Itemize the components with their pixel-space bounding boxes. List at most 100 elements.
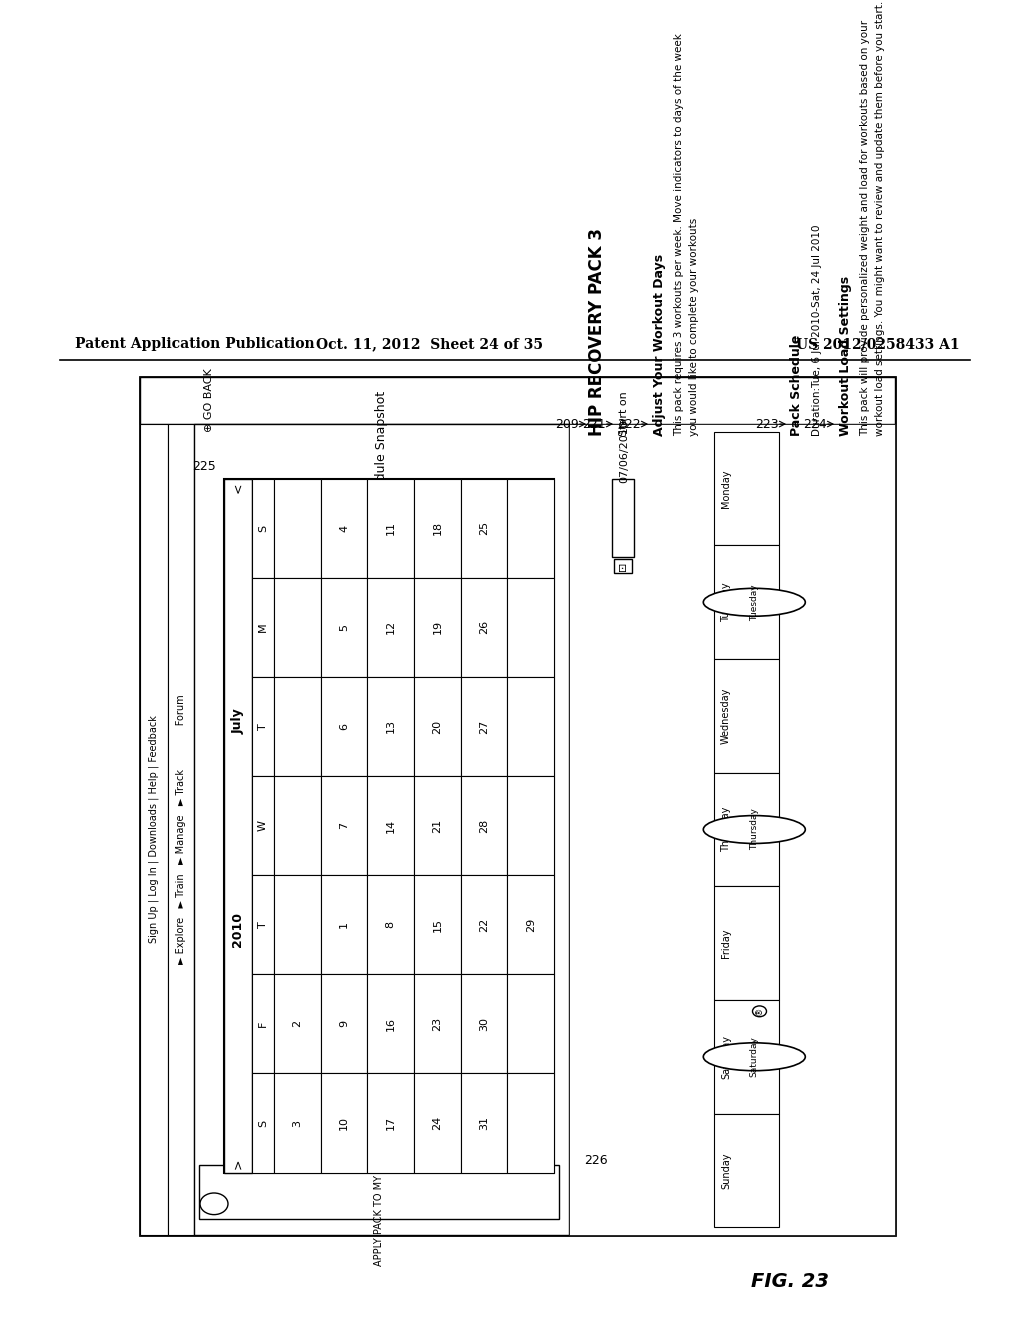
- Bar: [714, 1001, 779, 1114]
- Text: US 2012/0258433 A1: US 2012/0258433 A1: [797, 337, 961, 351]
- Bar: [507, 974, 554, 1073]
- Text: Saturday: Saturday: [721, 1035, 731, 1078]
- Bar: [140, 424, 168, 1236]
- Text: you would like to complete your workouts: you would like to complete your workouts: [689, 218, 699, 436]
- Text: W: W: [258, 820, 268, 832]
- Text: 2010: 2010: [231, 912, 245, 948]
- Text: 28: 28: [479, 818, 489, 833]
- Text: 7: 7: [339, 822, 349, 829]
- Text: Pack Schedule: Pack Schedule: [791, 334, 804, 436]
- Bar: [368, 1073, 414, 1172]
- Bar: [461, 677, 507, 776]
- Bar: [612, 479, 634, 557]
- Text: This pack requires 3 workouts per week. Move indicators to days of the week: This pack requires 3 workouts per week. …: [674, 33, 684, 436]
- Bar: [368, 875, 414, 974]
- Text: 16: 16: [386, 1016, 395, 1031]
- Text: 5: 5: [339, 624, 349, 631]
- Text: Schedule Snapshot: Schedule Snapshot: [375, 391, 388, 511]
- Bar: [507, 677, 554, 776]
- Text: Wednesday: Wednesday: [721, 688, 731, 744]
- Text: 13: 13: [386, 719, 395, 734]
- Text: 31: 31: [479, 1115, 489, 1130]
- Bar: [614, 558, 632, 573]
- Bar: [414, 776, 461, 875]
- Text: Thursday: Thursday: [750, 809, 759, 850]
- Bar: [199, 1164, 559, 1220]
- Ellipse shape: [703, 816, 805, 843]
- Bar: [414, 578, 461, 677]
- Bar: [714, 886, 779, 1001]
- Text: T: T: [258, 723, 268, 730]
- Bar: [321, 479, 368, 578]
- Text: Adjust Your Workout Days: Adjust Your Workout Days: [652, 253, 666, 436]
- Bar: [368, 479, 414, 578]
- Bar: [252, 776, 274, 875]
- Text: 07/06/2010: 07/06/2010: [618, 418, 629, 483]
- Bar: [414, 974, 461, 1073]
- Bar: [461, 974, 507, 1073]
- Text: 15: 15: [432, 917, 442, 932]
- Text: July: July: [231, 709, 245, 734]
- Text: >: >: [231, 1158, 245, 1168]
- Text: 20: 20: [432, 719, 442, 734]
- Bar: [321, 974, 368, 1073]
- Bar: [140, 378, 895, 1236]
- Text: 17: 17: [386, 1115, 395, 1130]
- Bar: [274, 1073, 321, 1172]
- Text: 21: 21: [432, 818, 442, 833]
- Bar: [252, 974, 274, 1073]
- Bar: [224, 479, 252, 1172]
- Text: ⊕ GO BACK: ⊕ GO BACK: [204, 368, 214, 432]
- Text: ► Explore   ► Train   ► Manage   ► Track              Forum: ► Explore ► Train ► Manage ► Track Forum: [176, 694, 186, 965]
- Text: Sunday: Sunday: [721, 1152, 731, 1188]
- Bar: [224, 479, 554, 1172]
- Bar: [274, 578, 321, 677]
- Bar: [321, 677, 368, 776]
- Ellipse shape: [703, 589, 805, 616]
- Ellipse shape: [703, 1043, 805, 1071]
- Text: 4: 4: [339, 524, 349, 532]
- Bar: [274, 479, 321, 578]
- Bar: [507, 1073, 554, 1172]
- Bar: [414, 677, 461, 776]
- Bar: [414, 1073, 461, 1172]
- Text: This pack will provide personalized weight and load for workouts based on your: This pack will provide personalized weig…: [860, 20, 870, 436]
- Text: Monday: Monday: [721, 470, 731, 508]
- Bar: [507, 776, 554, 875]
- Text: 209: 209: [555, 417, 579, 430]
- Bar: [168, 424, 194, 1236]
- Bar: [714, 432, 779, 545]
- Bar: [368, 974, 414, 1073]
- Text: Tuesday: Tuesday: [721, 582, 731, 622]
- Text: 224: 224: [803, 417, 826, 430]
- Bar: [461, 875, 507, 974]
- Bar: [252, 479, 274, 578]
- Bar: [321, 578, 368, 677]
- Text: 221: 221: [583, 417, 606, 430]
- Text: FIG. 23: FIG. 23: [751, 1272, 829, 1291]
- Bar: [140, 378, 895, 424]
- Bar: [321, 875, 368, 974]
- Bar: [140, 378, 895, 1236]
- Text: Tuesday: Tuesday: [750, 583, 759, 620]
- Text: T: T: [258, 921, 268, 928]
- Text: Oct. 11, 2012  Sheet 24 of 35: Oct. 11, 2012 Sheet 24 of 35: [316, 337, 544, 351]
- Bar: [368, 578, 414, 677]
- Bar: [252, 875, 274, 974]
- Text: APPLY PACK TO MY SCHEDULE: APPLY PACK TO MY SCHEDULE: [374, 1118, 384, 1266]
- Text: <: <: [231, 483, 245, 494]
- Text: S: S: [258, 1119, 268, 1126]
- Text: Thursday: Thursday: [721, 807, 731, 853]
- Bar: [507, 578, 554, 677]
- Text: 8: 8: [386, 921, 395, 928]
- Text: Sign Up | Log In | Downloads | Help | Feedback: Sign Up | Log In | Downloads | Help | Fe…: [148, 715, 160, 944]
- Bar: [414, 875, 461, 974]
- Text: 22: 22: [479, 917, 489, 932]
- Text: 9: 9: [339, 1020, 349, 1027]
- Text: Patent Application Publication: Patent Application Publication: [75, 337, 314, 351]
- Text: Workout Load Settings: Workout Load Settings: [839, 276, 852, 436]
- Bar: [252, 1073, 274, 1172]
- Text: 2: 2: [292, 1020, 302, 1027]
- Text: 14: 14: [386, 818, 395, 833]
- Text: 6: 6: [339, 723, 349, 730]
